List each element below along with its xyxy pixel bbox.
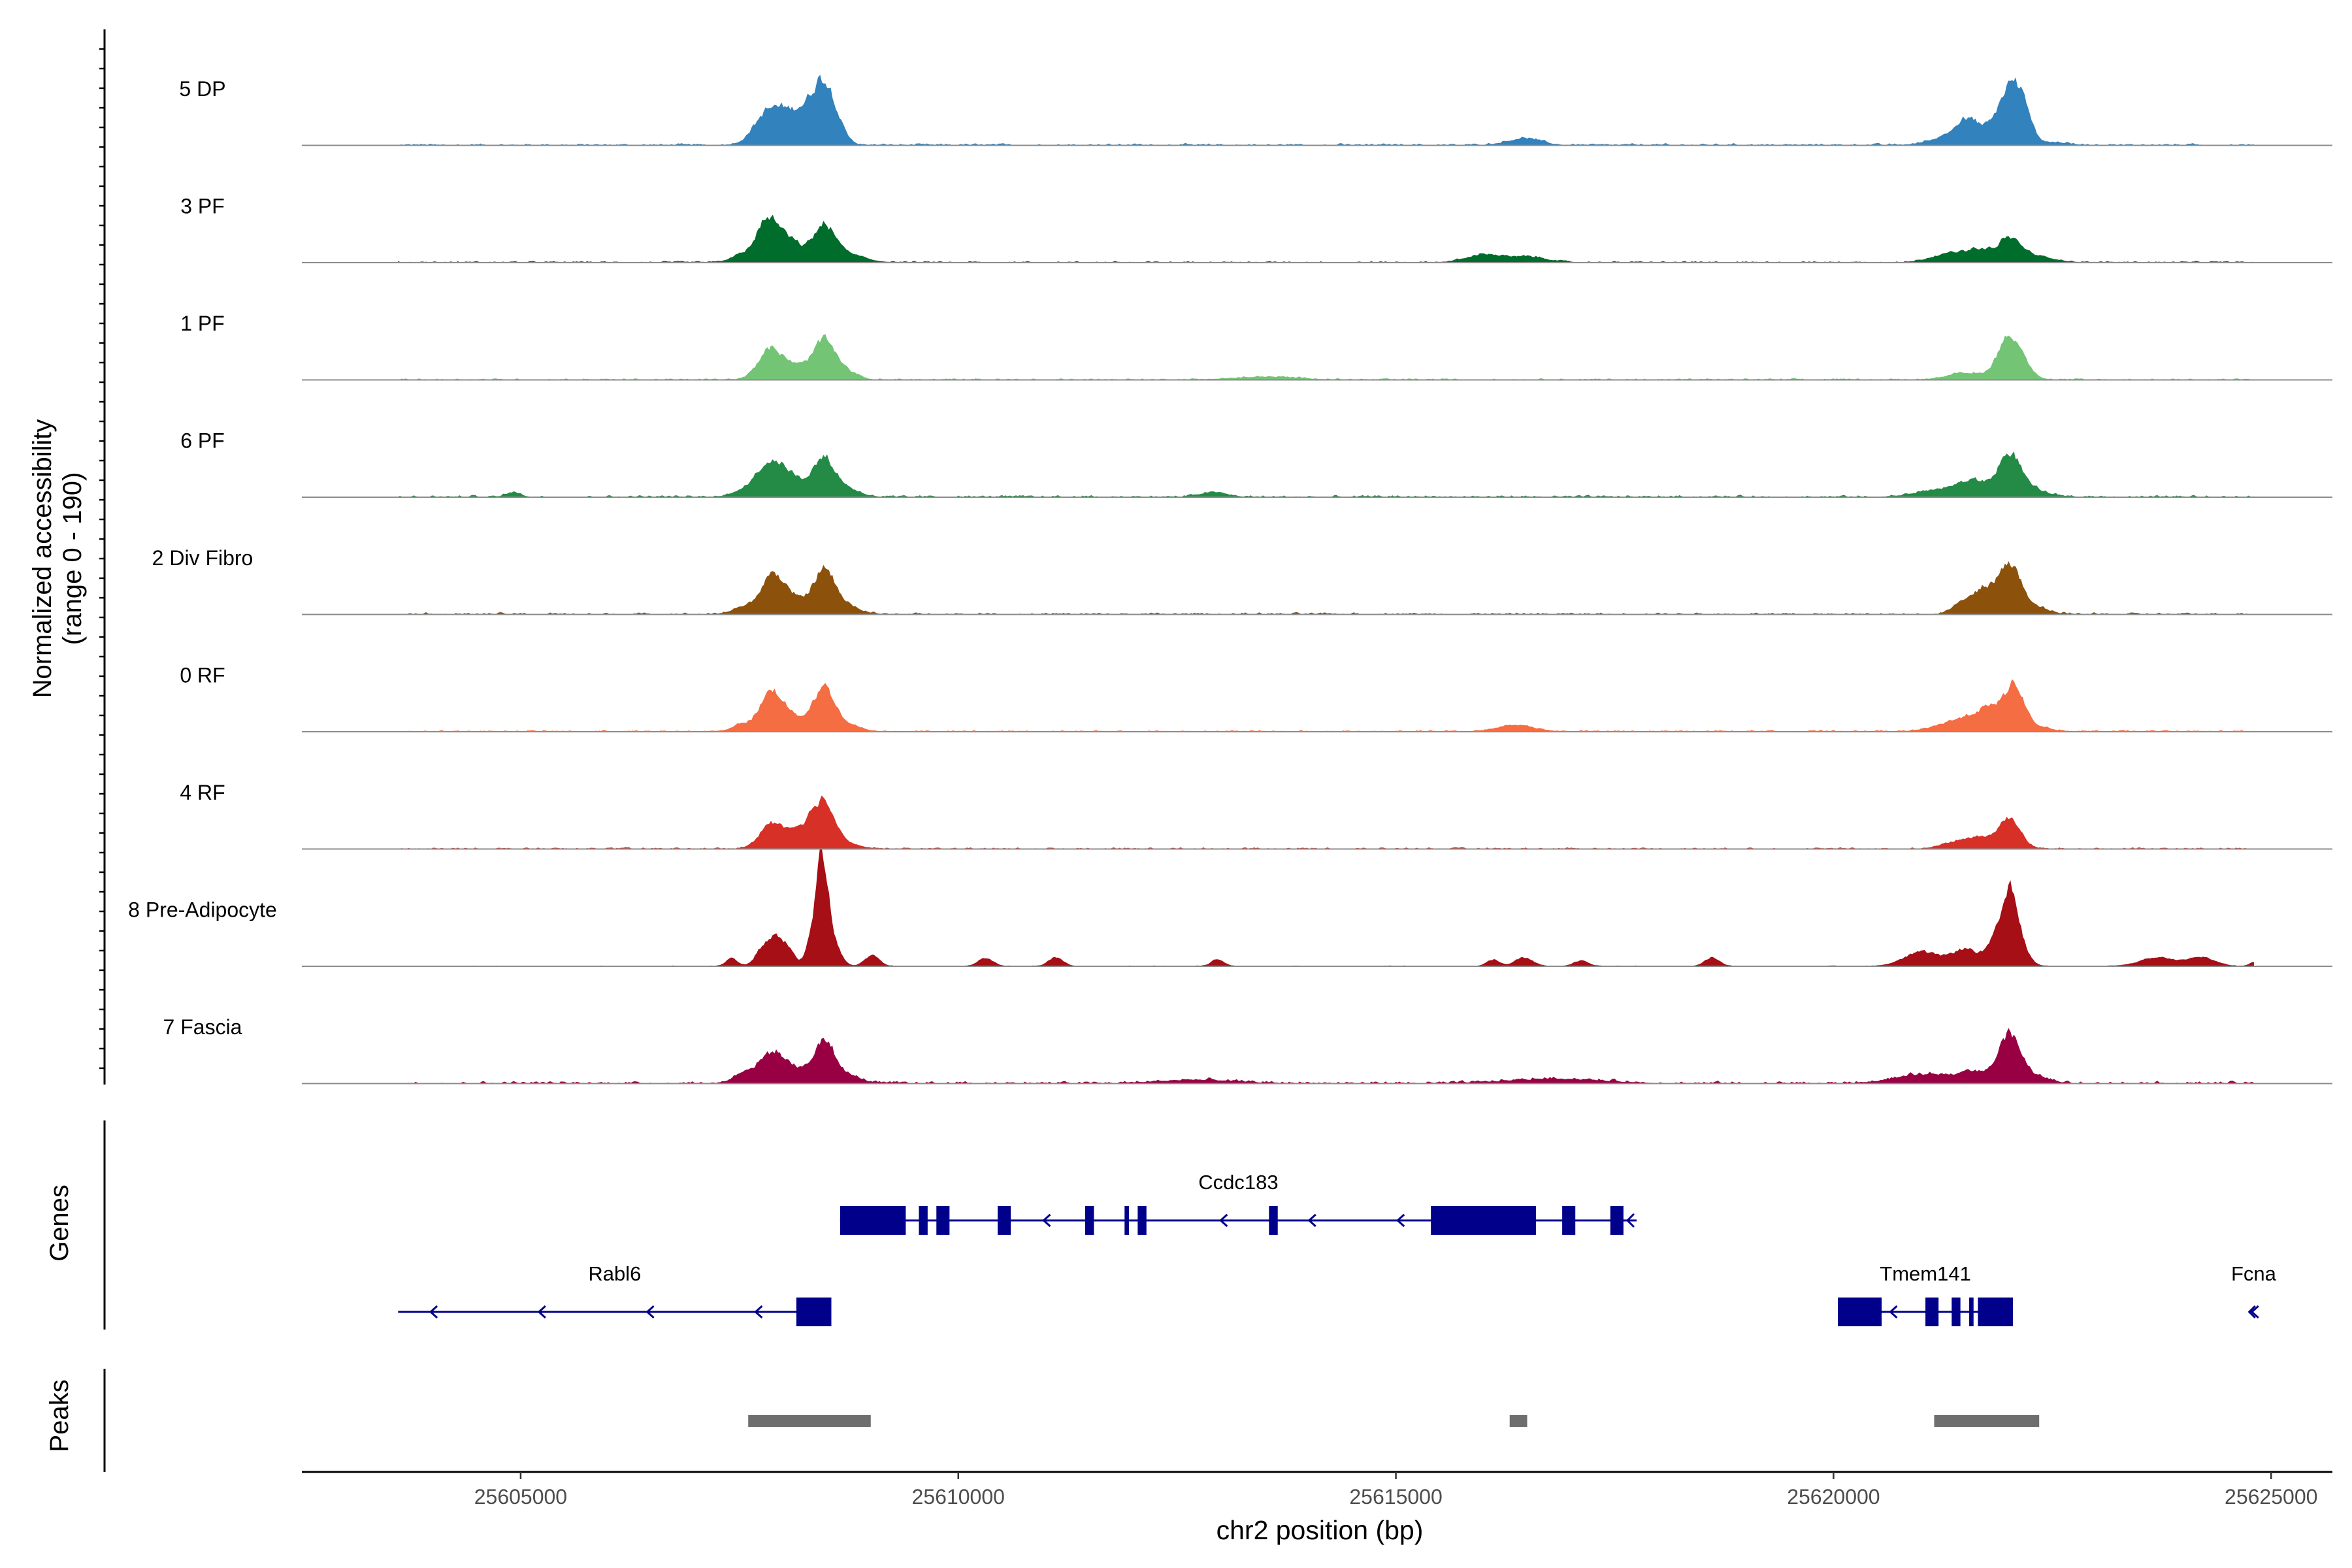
exon — [1978, 1298, 2014, 1326]
exon — [919, 1206, 928, 1235]
track-3-pf — [302, 214, 2332, 263]
strand-arrow — [1889, 1305, 1898, 1319]
strand-arrow — [645, 1305, 655, 1319]
exon — [1969, 1298, 1974, 1326]
track-8-pre-adipocyte — [302, 849, 2332, 967]
exon — [1838, 1298, 1882, 1326]
track-1-pf — [302, 334, 2332, 381]
peak-region — [1934, 1415, 2040, 1427]
exon — [796, 1298, 832, 1326]
gene-label: Ccdc183 — [1198, 1171, 1278, 1194]
track-2-div-fibro — [302, 561, 2332, 615]
x-tick-label: 25610000 — [912, 1485, 1005, 1509]
exon — [1137, 1206, 1147, 1235]
strand-arrow — [1219, 1213, 1228, 1228]
strand-arrow — [2247, 1305, 2256, 1319]
coverage-area — [398, 561, 2254, 615]
strand-arrow — [429, 1305, 438, 1319]
track-5-dp — [302, 74, 2332, 146]
coverage-area — [398, 451, 2254, 498]
track-labels-layer: 5 DP 3 PF 1 PF 6 PF 2 Div Fibro 0 RF 4 RF 8 Pre… — [128, 77, 277, 1039]
track-label: 4 RF — [180, 781, 225, 804]
strand-arrow — [2250, 1305, 2259, 1319]
coverage-area — [397, 214, 2254, 263]
track-0-rf — [302, 679, 2332, 732]
exon — [1431, 1206, 1536, 1235]
track-label: 2 Div Fibro — [152, 546, 253, 570]
peak-region — [1509, 1415, 1527, 1427]
exon — [840, 1206, 906, 1235]
strand-arrow — [1042, 1213, 1051, 1228]
coverage-area — [398, 849, 2254, 967]
coverage-y-axis — [99, 29, 106, 1085]
peaks-panel-label: Peaks — [45, 1379, 74, 1452]
coverage-area — [398, 795, 2254, 850]
strand-arrow — [537, 1305, 546, 1319]
gene-ccdc183: Ccdc183 — [840, 1171, 1637, 1235]
coverage-area — [398, 679, 2254, 732]
gene-label: Tmem141 — [1880, 1262, 1971, 1285]
gene-label: Rabl6 — [588, 1262, 641, 1285]
track-label: 7 Fascia — [163, 1015, 242, 1039]
y-axis-range-title: (range 0 - 190) — [58, 472, 87, 645]
exon — [1269, 1206, 1278, 1235]
x-tick-label: 25615000 — [1349, 1485, 1442, 1509]
track-label: 6 PF — [180, 429, 225, 453]
exon — [998, 1206, 1011, 1235]
y-axis-title: Normalized accessibility — [28, 419, 57, 698]
track-label: 1 PF — [180, 312, 225, 335]
genes-panel-label: Genes — [45, 1184, 74, 1262]
x-axis: 25605000 25610000 25615000 25620000 25625000 — [302, 1471, 2332, 1509]
strand-arrow — [1625, 1213, 1635, 1228]
strand-arrow — [1307, 1213, 1316, 1228]
coverage-area — [398, 1028, 2254, 1085]
tracks-layer — [302, 74, 2332, 1085]
exon — [1952, 1298, 1961, 1326]
coverage-area — [398, 334, 2254, 381]
exon — [1925, 1298, 1939, 1326]
track-label: 8 Pre-Adipocyte — [128, 898, 277, 922]
track-label: 3 PF — [180, 195, 225, 218]
track-7-fascia — [302, 1028, 2332, 1085]
peak-region — [748, 1415, 871, 1427]
gene-tmem141: Tmem141 — [1838, 1262, 2014, 1326]
gene-label: Fcna — [2231, 1262, 2277, 1285]
x-tick-label: 25620000 — [1787, 1485, 1880, 1509]
x-axis-title: chr2 position (bp) — [1217, 1515, 1424, 1545]
track-4-rf — [302, 795, 2332, 850]
x-tick-label: 25625000 — [2225, 1485, 2317, 1509]
x-tick-label: 25605000 — [474, 1485, 567, 1509]
track-6-pf — [302, 451, 2332, 498]
track-label: 5 DP — [179, 77, 225, 101]
exon — [1085, 1206, 1094, 1235]
gene-fcna: Fcna — [2231, 1262, 2277, 1319]
exon — [1562, 1206, 1576, 1235]
strand-arrow — [754, 1305, 763, 1319]
strand-arrow — [1396, 1213, 1405, 1228]
peaks-layer — [103, 1369, 2040, 1472]
track-label: 0 RF — [180, 664, 225, 687]
coverage-area — [397, 74, 2254, 146]
genes-layer: Ccdc183 Rabl6 Tmem141 Fcna — [103, 1120, 2277, 1330]
exon — [936, 1206, 950, 1235]
exon — [1610, 1206, 1624, 1235]
exon — [1124, 1206, 1129, 1235]
gene-rabl6: Rabl6 — [398, 1262, 832, 1326]
